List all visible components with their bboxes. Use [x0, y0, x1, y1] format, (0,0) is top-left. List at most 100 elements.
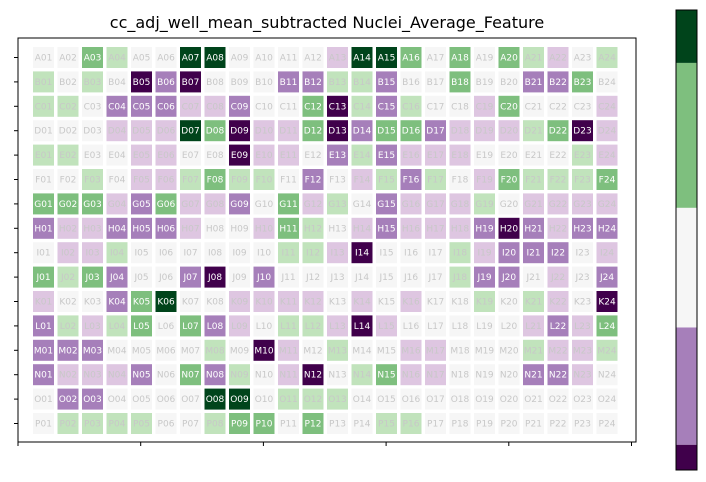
cell-label: F20	[501, 176, 518, 186]
heatmap-cell	[327, 413, 348, 434]
cell-label: O19	[475, 395, 494, 405]
heatmap-cell	[33, 388, 54, 410]
cell-label: F18	[452, 176, 469, 186]
heatmap-cell	[204, 144, 226, 166]
heatmap-cell	[327, 315, 348, 337]
cell-label: A03	[84, 54, 102, 64]
cell-label: D01	[34, 127, 52, 137]
heatmap-cell	[278, 266, 299, 288]
cell-label: I13	[330, 249, 344, 259]
cell-label: C03	[84, 102, 102, 112]
heatmap-cell	[180, 291, 201, 312]
heatmap-cell	[204, 291, 226, 312]
heatmap-cell	[547, 266, 569, 288]
heatmap-cell	[302, 217, 324, 239]
heatmap-cell	[33, 266, 54, 288]
heatmap-cell	[351, 144, 373, 166]
cell-label: N06	[157, 371, 175, 381]
cell-label: K09	[231, 298, 249, 308]
cell-label: I09	[232, 249, 246, 259]
cell-label: B08	[206, 78, 224, 88]
heatmap-cell	[523, 71, 544, 93]
heatmap-cell	[253, 266, 275, 288]
heatmap-cell	[449, 315, 471, 337]
heatmap-cell	[449, 47, 471, 68]
cell-label: O14	[353, 395, 372, 405]
cell-label: M20	[499, 346, 518, 356]
heatmap-cell	[131, 413, 152, 434]
heatmap-cell	[155, 169, 177, 190]
heatmap-cell	[253, 413, 275, 434]
cell-label: M04	[107, 346, 126, 356]
cell-label: O02	[59, 395, 78, 405]
cell-label: G20	[500, 200, 519, 210]
heatmap-cell	[155, 120, 177, 142]
cell-label: F09	[231, 176, 248, 186]
heatmap-cell	[278, 291, 299, 312]
cell-label: B02	[59, 78, 77, 88]
cell-label: G05	[132, 200, 150, 210]
cell-label: E05	[133, 151, 150, 161]
heatmap-cell	[302, 315, 324, 337]
heatmap-cell	[57, 242, 79, 264]
cell-label: P03	[84, 420, 101, 430]
cell-label: I07	[183, 249, 197, 259]
cell-label: P06	[158, 420, 175, 430]
cell-label: F17	[427, 176, 444, 186]
cell-label: B11	[280, 78, 298, 88]
heatmap-cell	[278, 242, 299, 264]
cell-label: L06	[158, 322, 175, 332]
cell-label: J15	[378, 273, 393, 283]
cell-label: L15	[378, 322, 394, 332]
heatmap-cell	[596, 315, 618, 337]
cell-label: I16	[404, 249, 418, 259]
cell-label: K07	[182, 298, 199, 308]
heatmap-cell	[204, 169, 226, 190]
heatmap-cell	[131, 95, 152, 117]
heatmap-cell	[547, 71, 569, 93]
heatmap-cell	[253, 339, 275, 361]
cell-label: C22	[549, 102, 567, 112]
cell-label: E09	[231, 151, 248, 161]
cell-label: C09	[231, 102, 249, 112]
cell-label: O18	[451, 395, 470, 405]
heatmap-cell	[376, 47, 397, 68]
heatmap-cell	[180, 193, 201, 215]
cell-label: E06	[157, 151, 174, 161]
heatmap-cell	[82, 193, 103, 215]
heatmap-cell	[596, 242, 618, 264]
cell-label: A24	[598, 54, 616, 64]
cell-label: B05	[133, 78, 151, 88]
heatmap-cell	[523, 120, 544, 142]
heatmap-cell	[229, 266, 250, 288]
cell-label: M13	[328, 346, 347, 356]
cell-label: M03	[83, 346, 102, 356]
cell-label: B13	[329, 78, 347, 88]
heatmap-cell	[180, 388, 201, 410]
heatmap-cell	[572, 364, 593, 386]
cell-label: H22	[549, 224, 567, 234]
heatmap-cell	[229, 291, 250, 312]
cell-label: J18	[452, 273, 467, 283]
cell-label: C21	[525, 102, 543, 112]
heatmap-cell	[376, 169, 397, 190]
heatmap-cell	[278, 193, 299, 215]
heatmap-cell	[425, 120, 446, 142]
cell-label: F15	[378, 176, 395, 186]
heatmap-cell	[523, 315, 544, 337]
heatmap-cell	[547, 217, 569, 239]
heatmap-cell	[400, 266, 422, 288]
heatmap-cell	[82, 169, 103, 190]
cell-label: C10	[255, 102, 273, 112]
heatmap-cell	[253, 364, 275, 386]
heatmap-cell	[106, 315, 128, 337]
cell-label: K10	[255, 298, 273, 308]
cell-label: J20	[501, 273, 516, 283]
cell-label: K12	[304, 298, 321, 308]
cell-label: N15	[377, 371, 395, 381]
heatmap-cell	[131, 193, 152, 215]
cell-label: C23	[574, 102, 592, 112]
cell-label: I06	[159, 249, 173, 259]
heatmap-cell	[351, 242, 373, 264]
heatmap-cell	[425, 242, 446, 264]
